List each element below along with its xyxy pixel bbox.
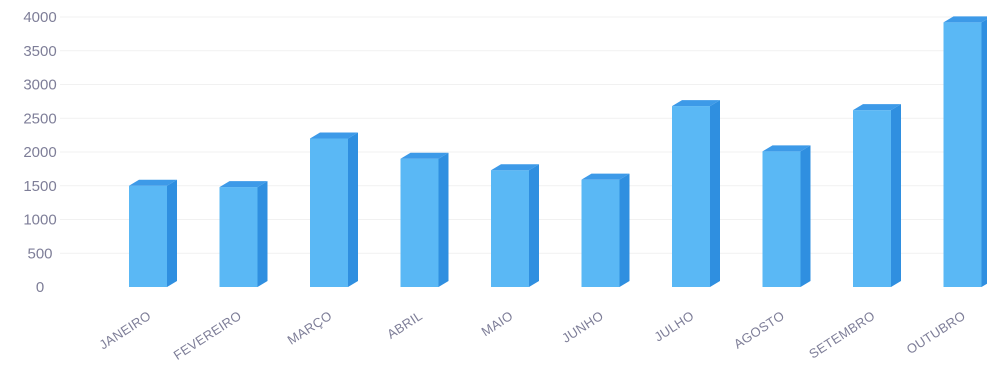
bar-maio <box>491 164 539 287</box>
bar-top <box>219 181 268 188</box>
bar-front <box>400 158 439 287</box>
x-tick-label: FEVEREIRO <box>171 308 244 363</box>
bar-side <box>710 100 720 287</box>
bar-front <box>581 179 620 287</box>
bar-front <box>129 185 167 287</box>
y-axis: 0 500 1000 1500 2000 2500 3000 3500 4000 <box>23 9 56 296</box>
y-tick-label: 4000 <box>23 9 56 26</box>
bar-top <box>853 104 901 111</box>
bar-front <box>943 22 982 288</box>
bar-front <box>762 151 801 287</box>
x-tick-label: MARÇO <box>285 308 335 348</box>
bar-top <box>672 100 720 107</box>
bars <box>129 16 987 288</box>
bar-top <box>581 173 630 180</box>
bar-top <box>400 152 449 159</box>
bar-front <box>672 106 710 287</box>
y-tick-label: 3500 <box>23 43 56 60</box>
bar-março <box>310 132 358 287</box>
x-tick-label: JANEIRO <box>96 308 153 352</box>
y-tick-label: 0 <box>36 279 44 296</box>
y-tick-label: 1500 <box>23 178 56 195</box>
bar-side <box>257 181 268 287</box>
bar-front <box>491 170 529 287</box>
bar-front <box>219 187 258 287</box>
bar-top <box>943 16 987 23</box>
bar-outubro <box>943 16 987 288</box>
x-tick-label: SETEMBRO <box>806 308 877 362</box>
bar-abril <box>400 152 449 287</box>
x-tick-label: ABRIL <box>384 308 425 342</box>
bar-side <box>167 179 177 287</box>
y-tick-label: 2500 <box>23 110 56 127</box>
y-tick-label: 500 <box>27 245 52 262</box>
x-tick-label: JULHO <box>651 308 696 345</box>
bar-side <box>619 173 630 287</box>
x-tick-label: AGOSTO <box>731 308 787 352</box>
x-tick-label: OUTUBRO <box>904 308 968 357</box>
bar-front <box>310 138 348 287</box>
bar-side <box>891 104 901 288</box>
bar-side <box>981 19 987 287</box>
bar-side <box>529 164 539 287</box>
bar-junho <box>581 173 630 287</box>
bar-top <box>310 132 358 139</box>
bar-side <box>348 132 358 287</box>
bar-top <box>129 179 177 186</box>
bar-janeiro <box>129 179 177 287</box>
x-tick-label: JUNHO <box>559 308 606 346</box>
bar-setembro <box>853 104 901 288</box>
bar-side <box>800 145 811 287</box>
bar-top <box>762 145 811 152</box>
bar-fevereiro <box>219 181 268 287</box>
bar-julho <box>672 100 720 287</box>
bar-side <box>438 152 449 287</box>
y-tick-label: 1000 <box>23 212 56 229</box>
x-axis: JANEIRO FEVEREIRO MARÇO ABRIL MAIO JUNHO JULHO… <box>96 308 968 363</box>
y-tick-label: 3000 <box>23 77 56 94</box>
bar-top <box>491 164 539 171</box>
y-tick-label: 2000 <box>23 144 56 161</box>
bar-front <box>853 110 891 288</box>
x-tick-label: MAIO <box>479 308 516 339</box>
bar-agosto <box>762 145 811 287</box>
